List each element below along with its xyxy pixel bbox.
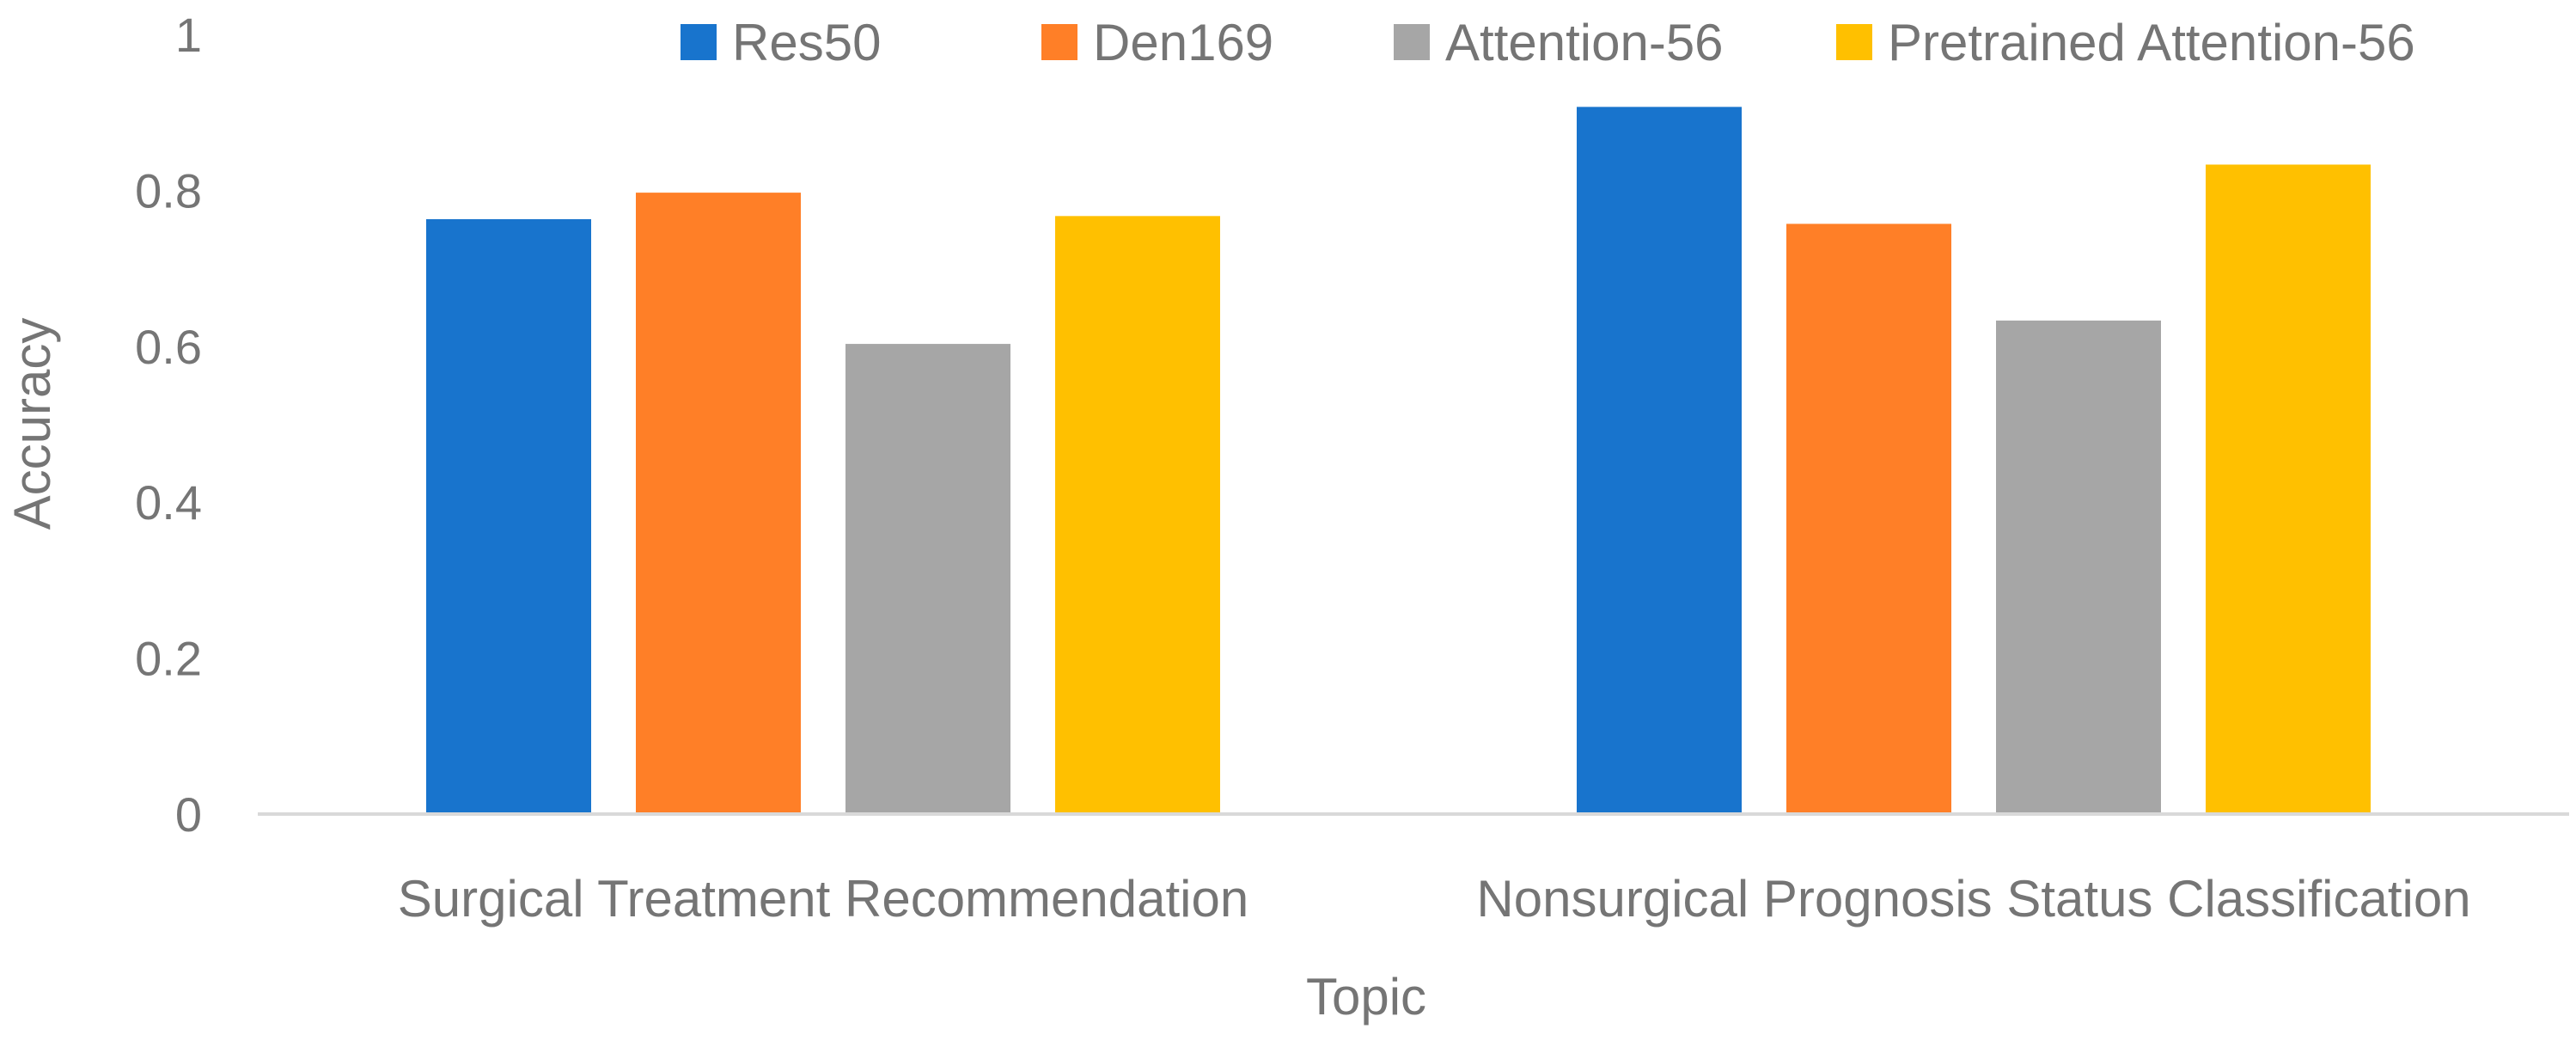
- bar-res50-2: [1577, 107, 1742, 814]
- y-axis-title: Accuracy: [3, 318, 61, 530]
- y-tick-label: 0: [175, 787, 202, 842]
- y-tick-label: 1: [175, 8, 202, 62]
- x-axis-title: Topic: [1306, 968, 1426, 1026]
- legend-swatch: [681, 24, 717, 60]
- bars: [426, 107, 2371, 815]
- bar-res50-1: [426, 218, 591, 815]
- bar-den169-1: [636, 193, 801, 815]
- x-category-label: Nonsurgical Prognosis Status Classificat…: [1476, 870, 2470, 928]
- y-tick-label: 0.4: [135, 475, 202, 530]
- bar-den169-2: [1786, 224, 1951, 814]
- legend-swatch: [1394, 24, 1430, 60]
- bar-pretrained-attention-56-1: [1055, 216, 1220, 814]
- y-tick-label: 0.6: [135, 320, 202, 374]
- x-category-label: Surgical Treatment Recommendation: [398, 870, 1248, 928]
- legend: Res50 Den169 Attention-56 Pretrained Attent…: [681, 14, 2415, 71]
- y-tick-label: 0.2: [135, 632, 202, 686]
- x-axis-categories: Surgical Treatment Recommendation Nonsurg…: [398, 870, 2471, 928]
- bar-pretrained-attention-56-2: [2206, 164, 2371, 814]
- y-axis-ticks: 0 0.2 0.4 0.6 0.8 1: [135, 8, 202, 842]
- legend-swatch: [1041, 24, 1077, 60]
- bar-attention-56-2: [1996, 320, 2161, 814]
- legend-swatch: [1836, 24, 1872, 60]
- bar-attention-56-1: [845, 344, 1010, 815]
- y-tick-label: 0.8: [135, 163, 202, 217]
- legend-label: Attention-56: [1445, 14, 1724, 71]
- legend-label: Den169: [1093, 14, 1273, 71]
- legend-label: Pretrained Attention-56: [1888, 14, 2415, 71]
- legend-label: Res50: [732, 14, 881, 71]
